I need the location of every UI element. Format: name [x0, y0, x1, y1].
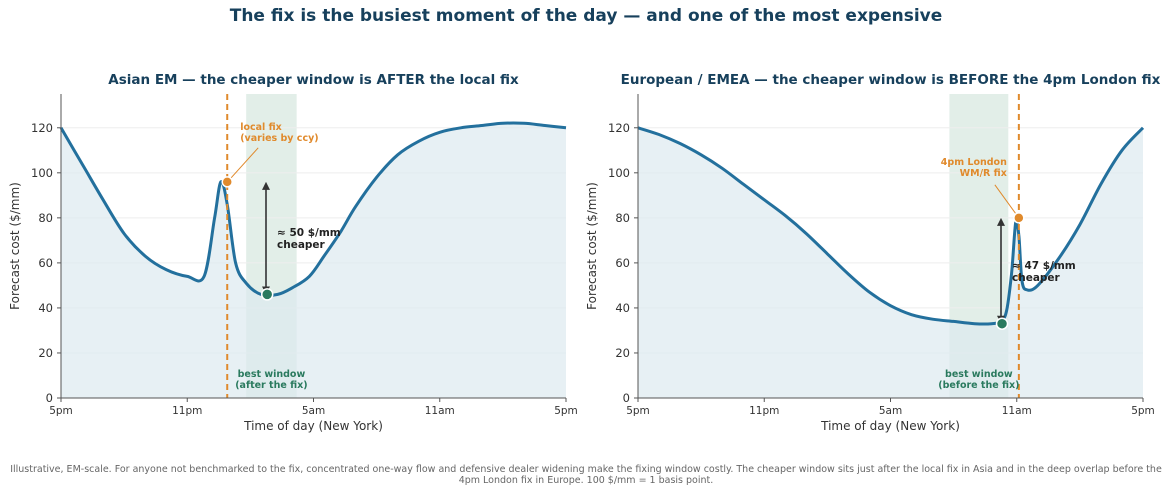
panel1-difference-label: ≈ 50 $/mm: [277, 227, 341, 239]
panel1-cost-area: [61, 123, 566, 398]
panel2-x-tick-label: 5pm: [626, 405, 650, 417]
panel1-x-tick-label: 11pm: [172, 405, 202, 417]
panel2-best-window-label: (before the fix): [938, 380, 1019, 391]
panel1-best-window-label: best window: [238, 369, 306, 380]
panel1-best-point: [260, 288, 274, 301]
panel1-cost-line: [59, 121, 567, 298]
panel1-x-axis-label: Time of day (New York): [243, 419, 383, 433]
panel1-x-tick-label: 11am: [425, 405, 455, 417]
panel2-difference-label: ≈ 47 $/mm: [1012, 260, 1076, 272]
panel1-y-tick-label: 0: [46, 391, 53, 405]
panel2-fix-leader: [994, 184, 1017, 215]
panel1-y-tick-label: 100: [31, 166, 53, 180]
panel1-fix-label: (varies by ccy): [240, 133, 318, 144]
panel2-fix-point: [1013, 212, 1025, 224]
panel1-best-window-label: (after the fix): [235, 380, 307, 391]
panel2-title: European / EMEA — the cheaper window is …: [621, 72, 1161, 88]
panel1-y-axis-label: Forecast cost ($/mm): [8, 182, 22, 310]
panel2-y-tick-label: 40: [615, 301, 630, 315]
panel2-y-tick-label: 20: [615, 346, 630, 360]
panel2-y-axis-label: Forecast cost ($/mm): [585, 182, 599, 310]
panel2-x-tick-label: 5pm: [1131, 405, 1155, 417]
panel1-difference-label: cheaper: [277, 239, 326, 251]
panel2-difference-label: cheaper: [1012, 272, 1061, 284]
panel2-y-tick-label: 60: [615, 256, 630, 270]
panel1-x-tick-label: 5pm: [554, 405, 578, 417]
panel1-fix-point: [221, 176, 233, 188]
panel1-y-tick-label: 120: [31, 121, 53, 135]
panel2-fix-label: 4pm London: [941, 157, 1007, 168]
panel2-x-tick-label: 5am: [879, 405, 902, 417]
panel2-cost-line: [637, 126, 1145, 326]
panel1-x-tick-label: 5pm: [49, 405, 73, 417]
panel1-y-tick-label: 40: [38, 301, 53, 315]
panel2-fix-label: WM/R fix: [960, 168, 1007, 179]
panel1-fix-leader: [229, 147, 259, 180]
panel2-x-tick-label: 11am: [1002, 405, 1032, 417]
figure-title: The fix is the busiest moment of the day…: [229, 6, 943, 26]
panel1-x-tick-label: 5am: [302, 405, 325, 417]
panel1-y-tick-label: 60: [38, 256, 53, 270]
panel2-x-axis-label: Time of day (New York): [820, 419, 960, 433]
panel2-y-tick-label: 80: [615, 211, 630, 225]
panel2-y-tick-label: 120: [608, 121, 630, 135]
panel1-fix-label: local fix: [240, 122, 282, 133]
panel2-y-tick-label: 0: [623, 391, 630, 405]
panel2-best-point: [995, 317, 1009, 330]
panel2-x-tick-label: 11pm: [749, 405, 779, 417]
panel2-cost-area: [638, 127, 1143, 399]
panel2-best-window-label: best window: [945, 369, 1013, 380]
panel1-title: Asian EM — the cheaper window is AFTER t…: [108, 72, 519, 88]
panel1-y-tick-label: 80: [38, 211, 53, 225]
panel1-y-tick-label: 20: [38, 346, 53, 360]
footnote: Illustrative, EM-scale. For anyone not b…: [10, 464, 1162, 486]
panel2-y-tick-label: 100: [608, 166, 630, 180]
